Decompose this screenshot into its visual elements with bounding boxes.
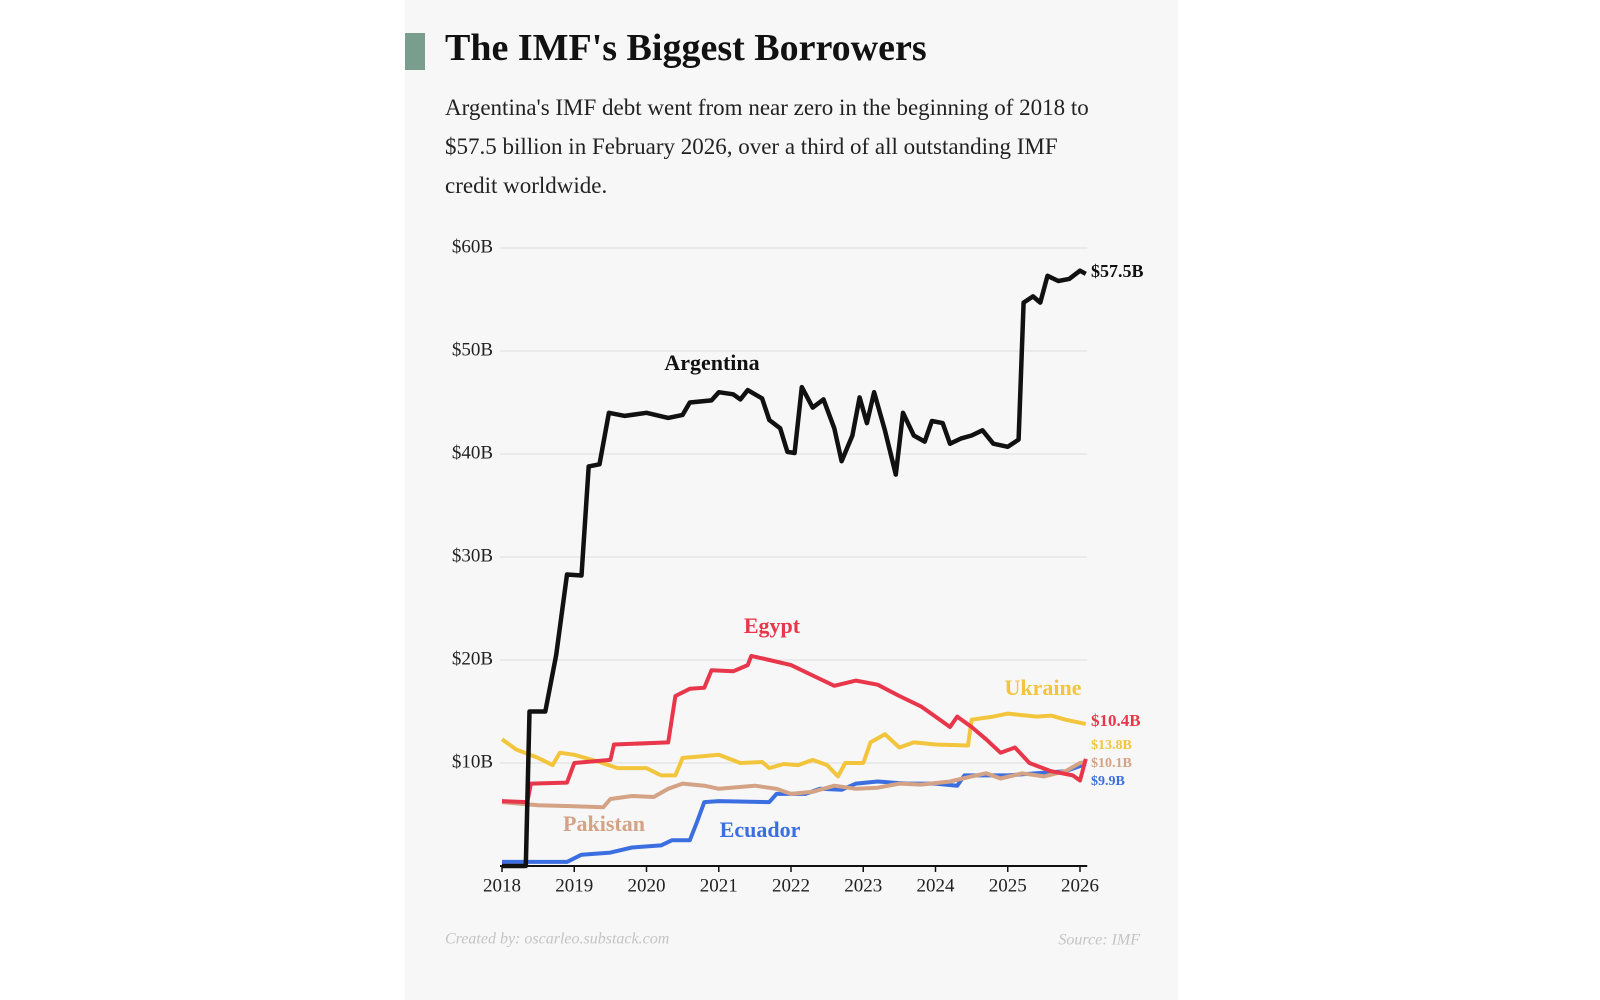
series-label: Egypt: [744, 613, 801, 638]
series-line: [501, 653, 1088, 805]
end-label: $13.8B: [1091, 738, 1132, 753]
series-label: Ecuador: [720, 817, 801, 842]
y-tick-label: $50B: [452, 339, 493, 360]
series-label: Pakistan: [563, 811, 645, 836]
x-tick-label: 2019: [555, 875, 593, 896]
y-tick-label: $40B: [452, 442, 493, 463]
series-label: Ukraine: [1005, 675, 1082, 700]
y-tick-label: $20B: [452, 648, 493, 669]
card: The IMF's Biggest Borrowers Argentina's …: [405, 0, 1178, 1000]
x-tick-label: 2025: [989, 875, 1027, 896]
title-accent: [405, 33, 425, 70]
end-label: $10.4B: [1091, 711, 1141, 730]
end-label: $9.9B: [1091, 774, 1125, 789]
x-tick-label: 2022: [772, 875, 810, 896]
x-tick-label: 2018: [483, 875, 521, 896]
x-tick-label: 2020: [628, 875, 666, 896]
source: Source: IMF: [1058, 932, 1140, 949]
end-label: $10.1B: [1091, 756, 1132, 771]
series-label: Argentina: [664, 350, 759, 375]
y-tick-label: $10B: [452, 751, 493, 772]
chart-subtitle: Argentina's IMF debt went from near zero…: [445, 95, 1089, 198]
credit: Created by: oscarleo.substack.com: [445, 931, 669, 948]
x-tick-label: 2021: [700, 875, 738, 896]
series-line: [502, 268, 1087, 869]
x-tick-label: 2024: [917, 875, 956, 896]
chart-title: The IMF's Biggest Borrowers: [445, 27, 927, 69]
series-line: [501, 760, 1087, 810]
series-line: [500, 711, 1087, 779]
y-tick-label: $60B: [452, 236, 493, 257]
x-tick-label: 2023: [844, 875, 882, 896]
end-label: $57.5B: [1091, 261, 1144, 281]
y-tick-label: $30B: [452, 545, 493, 566]
x-tick-label: 2026: [1061, 875, 1099, 896]
